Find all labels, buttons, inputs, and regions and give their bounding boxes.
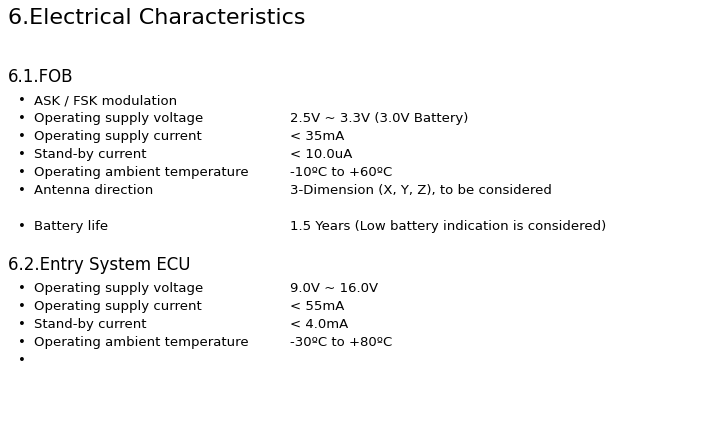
Text: •: • xyxy=(18,354,26,367)
Text: •: • xyxy=(18,184,26,197)
Text: -10ºC to +60ºC: -10ºC to +60ºC xyxy=(290,166,392,179)
Text: < 35mA: < 35mA xyxy=(290,130,345,143)
Text: Stand-by current: Stand-by current xyxy=(34,318,147,331)
Text: •: • xyxy=(18,300,26,313)
Text: •: • xyxy=(18,282,26,295)
Text: 9.0V ~ 16.0V: 9.0V ~ 16.0V xyxy=(290,282,378,295)
Text: 6.2.Entry System ECU: 6.2.Entry System ECU xyxy=(8,256,190,274)
Text: Operating ambient temperature: Operating ambient temperature xyxy=(34,166,249,179)
Text: Battery life: Battery life xyxy=(34,220,108,233)
Text: Stand-by current: Stand-by current xyxy=(34,148,147,161)
Text: < 55mA: < 55mA xyxy=(290,300,345,313)
Text: •: • xyxy=(18,318,26,331)
Text: ASK / FSK modulation: ASK / FSK modulation xyxy=(34,94,177,107)
Text: 1.5 Years (Low battery indication is considered): 1.5 Years (Low battery indication is con… xyxy=(290,220,607,233)
Text: •: • xyxy=(18,148,26,161)
Text: •: • xyxy=(18,130,26,143)
Text: 6.1.FOB: 6.1.FOB xyxy=(8,68,74,86)
Text: 6.Electrical Characteristics: 6.Electrical Characteristics xyxy=(8,8,305,28)
Text: < 4.0mA: < 4.0mA xyxy=(290,318,348,331)
Text: 3-Dimension (X, Y, Z), to be considered: 3-Dimension (X, Y, Z), to be considered xyxy=(290,184,552,197)
Text: Operating supply voltage: Operating supply voltage xyxy=(34,282,204,295)
Text: •: • xyxy=(18,112,26,125)
Text: 2.5V ~ 3.3V (3.0V Battery): 2.5V ~ 3.3V (3.0V Battery) xyxy=(290,112,468,125)
Text: Operating supply current: Operating supply current xyxy=(34,130,201,143)
Text: Operating supply current: Operating supply current xyxy=(34,300,201,313)
Text: -30ºC to +80ºC: -30ºC to +80ºC xyxy=(290,336,392,349)
Text: •: • xyxy=(18,336,26,349)
Text: •: • xyxy=(18,166,26,179)
Text: Antenna direction: Antenna direction xyxy=(34,184,153,197)
Text: •: • xyxy=(18,220,26,233)
Text: Operating supply voltage: Operating supply voltage xyxy=(34,112,204,125)
Text: < 10.0uA: < 10.0uA xyxy=(290,148,352,161)
Text: •: • xyxy=(18,94,26,107)
Text: Operating ambient temperature: Operating ambient temperature xyxy=(34,336,249,349)
